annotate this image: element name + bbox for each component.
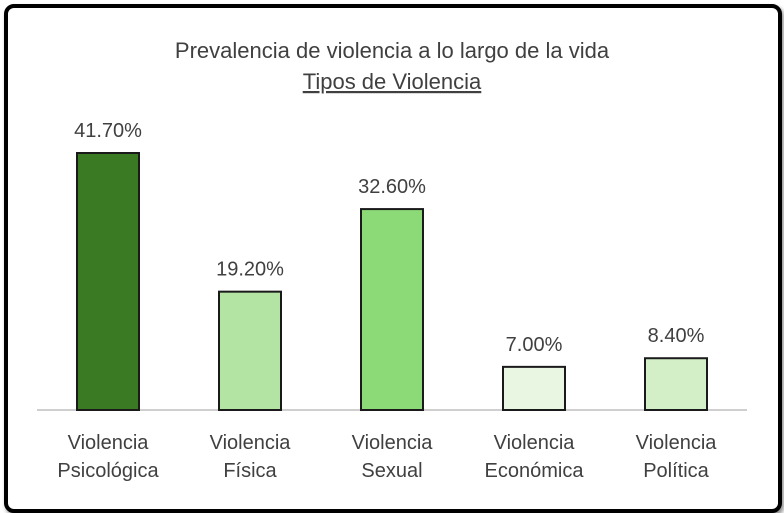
- category-label-1-line-0: Violencia: [210, 432, 292, 454]
- category-label-2-line-0: Violencia: [352, 432, 434, 454]
- category-label-3-line-0: Violencia: [494, 432, 576, 454]
- bar-chart: Prevalencia de violencia a lo largo de l…: [37, 38, 747, 482]
- chart-title: Prevalencia de violencia a lo largo de l…: [175, 38, 610, 63]
- category-label-4-line-1: Política: [643, 460, 709, 482]
- data-label-2: 32.60%: [358, 176, 426, 198]
- data-label-1: 19.20%: [216, 259, 284, 281]
- bar-4: [644, 357, 708, 412]
- bar-0: [76, 152, 140, 411]
- data-label-3: 7.00%: [506, 334, 563, 356]
- bars: [76, 152, 708, 412]
- category-label-2-line-1: Sexual: [361, 460, 422, 482]
- bar-3: [502, 365, 566, 412]
- category-label-4-line-0: Violencia: [636, 432, 718, 454]
- category-tick-labels: Violencia Psicológica Violencia Física Viole…: [57, 432, 717, 482]
- category-label-3-line-1: Económica: [485, 460, 585, 482]
- chart-frame: Prevalencia de violencia a lo largo de l…: [4, 4, 782, 513]
- bar-1: [218, 290, 282, 411]
- chart-subtitle: Tipos de Violencia: [303, 69, 482, 94]
- category-label-0-line-1: Psicológica: [57, 460, 159, 482]
- bar-2: [360, 208, 424, 411]
- category-label-0-line-0: Violencia: [68, 432, 150, 454]
- category-label-1-line-1: Física: [223, 460, 277, 482]
- data-label-0: 41.70%: [74, 120, 142, 142]
- data-label-4: 8.40%: [648, 325, 705, 347]
- data-labels: 41.70% 19.20% 32.60% 7.00% 8.40%: [74, 120, 704, 356]
